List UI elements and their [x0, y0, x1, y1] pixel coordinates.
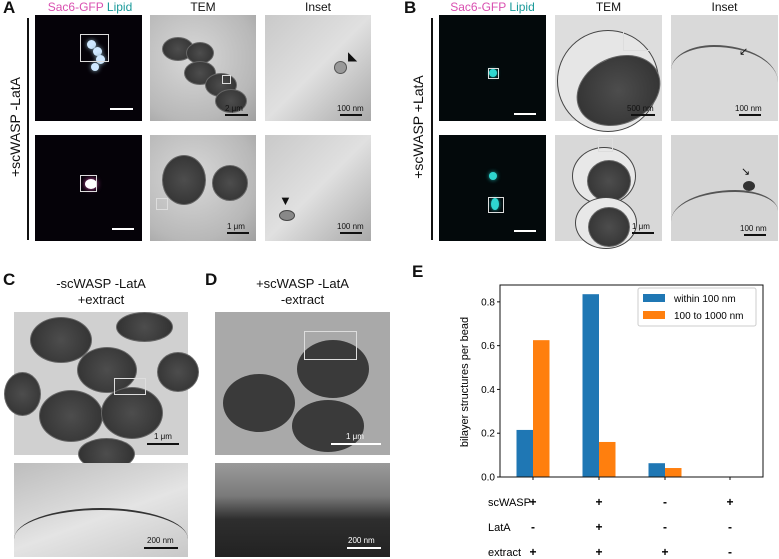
condition-row-label: extract — [488, 547, 521, 559]
scale-bar-label: 100 nm — [735, 104, 762, 113]
bar-within-100nm — [516, 429, 533, 477]
y-axis-label: bilayer structures per bead — [459, 317, 471, 447]
panel-b-inset-header: Inset — [711, 0, 738, 14]
panel-a-bracket — [27, 18, 29, 240]
fluorescence-image — [35, 15, 142, 121]
legend-label: 100 to 1000 nm — [674, 311, 744, 322]
inset-image-c: 200 nm — [14, 463, 188, 557]
fluorescence-image — [35, 135, 142, 241]
y-tick-label: 0.8 — [481, 297, 495, 308]
legend-swatch — [643, 311, 665, 319]
panel-d-label: D — [205, 270, 218, 289]
scale-bar-label: 1 μm — [154, 432, 172, 441]
condition-value: + — [595, 495, 602, 509]
condition-value: + — [661, 545, 668, 559]
tem-image: 500 nm — [555, 15, 673, 140]
condition-value: + — [595, 545, 602, 559]
condition-value: - — [728, 545, 732, 559]
fluorescence-image — [439, 135, 546, 241]
condition-value: + — [726, 495, 733, 509]
bar-within-100nm — [582, 294, 599, 477]
arrow-icon: ↙ — [739, 46, 749, 58]
legend-swatch — [643, 294, 665, 302]
scale-bar-label: 1 μm — [632, 222, 650, 231]
condition-row-label: scWASP — [488, 497, 531, 509]
scale-bar-label: 500 nm — [627, 104, 654, 113]
scale-bar-label: 2 μm — [225, 104, 243, 113]
condition-value: - — [663, 495, 667, 509]
scale-bar-label: 1 μm — [227, 222, 245, 231]
scale-bar-label: 100 nm — [740, 224, 767, 233]
panel-b-bracket — [431, 18, 433, 240]
inset-image-d: 200 nm — [215, 463, 390, 557]
bar-100-to-1000nm — [599, 441, 616, 477]
condition-value: + — [529, 545, 536, 559]
condition-value: - — [728, 520, 732, 534]
panel-a-tem-header: TEM — [190, 0, 216, 14]
bar-100-to-1000nm — [665, 468, 682, 477]
scale-bar-label: 1 μm — [346, 432, 364, 441]
inset-image: ◣ 100 nm — [265, 15, 371, 121]
condition-row-label: LatA — [488, 522, 511, 534]
y-tick-label: 0.6 — [481, 341, 495, 352]
tem-image: 1 μm — [4, 312, 199, 470]
panel-c-title-1: -scWASP -LatA — [56, 276, 146, 291]
sac6-gfp-label: Sac6-GFP — [47, 0, 104, 14]
y-tick-label: 0.2 — [481, 429, 495, 440]
panel-b-tem-header: TEM — [595, 0, 622, 14]
lipid-label: Lipid — [106, 0, 133, 14]
bar-within-100nm — [648, 463, 665, 477]
legend-label: within 100 nm — [673, 294, 736, 305]
fluorescence-image — [439, 15, 546, 121]
panel-c-title-2: +extract — [77, 292, 125, 307]
arrowhead-icon: ▼ — [279, 193, 292, 208]
panel-a-fluor-header: Sac6-GFP Lipid — [38, 0, 142, 14]
scale-bar-label: 200 nm — [147, 536, 174, 545]
panel-d-title-1: +scWASP -LatA — [256, 276, 349, 291]
condition-value: + — [595, 520, 602, 534]
condition-value: + — [529, 495, 536, 509]
legend-box — [637, 287, 757, 327]
panel-a-label: A — [3, 0, 16, 17]
tem-image: 1 μm — [215, 312, 390, 455]
condition-value: - — [663, 520, 667, 534]
plot-frame — [499, 284, 764, 478]
arrow-icon: ↘ — [741, 166, 751, 178]
bar-100-to-1000nm — [533, 340, 550, 477]
panel-e-label: E — [412, 262, 424, 281]
scale-bar-label: 100 nm — [337, 222, 364, 231]
panel-a-inset-header: Inset — [304, 0, 331, 14]
sac6-gfp-label: Sac6-GFP — [450, 0, 507, 14]
scale-bar-label: 100 nm — [337, 104, 364, 113]
scale-bar-label: 200 nm — [348, 536, 375, 545]
panel-c-label: C — [3, 270, 16, 289]
tem-image: 1 μm — [555, 135, 662, 249]
y-tick-label: 0.4 — [481, 385, 495, 396]
inset-image: ↘ 100 nm — [671, 135, 778, 241]
inset-image: ↙ 100 nm — [671, 15, 778, 121]
condition-value: - — [531, 520, 535, 534]
tem-image: 2 μm — [150, 15, 256, 121]
lipid-label: Lipid — [509, 0, 535, 14]
y-tick-label: 0.0 — [481, 473, 495, 484]
panel-d-title-2: -extract — [280, 292, 325, 307]
arrowhead-icon: ◣ — [348, 49, 358, 63]
panel-b-label: B — [404, 0, 417, 17]
inset-image: ▼ 100 nm — [265, 135, 371, 241]
tem-image: 1 μm — [150, 135, 256, 241]
panel-b-fluor-header: Sac6-GFP Lipid — [439, 0, 546, 14]
